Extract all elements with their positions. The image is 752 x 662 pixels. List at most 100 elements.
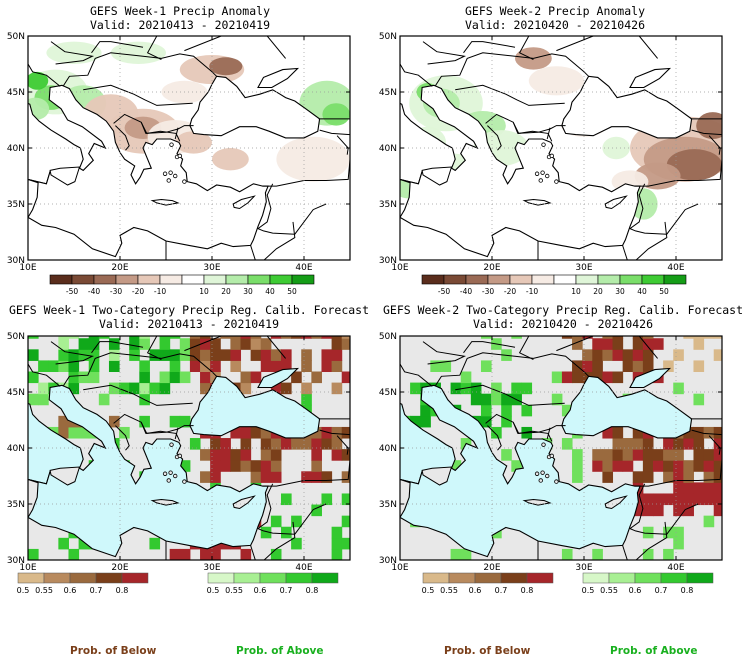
probability-cell <box>653 504 664 517</box>
colorbar-swatch <box>487 274 511 285</box>
probability-cell <box>683 471 694 483</box>
sea-polygon <box>189 75 321 139</box>
country-border <box>400 363 433 387</box>
probability-cell <box>108 349 120 361</box>
country-border <box>50 341 95 365</box>
probability-cell <box>179 371 191 384</box>
colorbar-label: 0.55 <box>225 586 243 595</box>
panel1-title: GEFS Week-1 Precip Anomaly Valid: 202104… <box>40 4 320 32</box>
probability-cell <box>169 336 181 339</box>
probability-cell <box>331 360 343 373</box>
colorbar-label: 20 <box>221 287 231 296</box>
colorbar-swatch <box>500 572 528 584</box>
probability-cell <box>622 449 634 461</box>
country-border <box>256 483 327 535</box>
probability-cell <box>642 438 654 450</box>
probability-cell <box>58 336 69 339</box>
country-border <box>487 125 502 151</box>
probability-cell <box>602 471 614 483</box>
island <box>387 116 395 133</box>
probability-cell <box>108 415 120 428</box>
probability-cell <box>420 404 431 417</box>
probability-cell <box>561 336 573 339</box>
probability-cell <box>169 360 181 373</box>
probability-cell <box>501 415 512 428</box>
probability-cell <box>291 515 302 528</box>
country-border <box>184 36 286 59</box>
anomaly-shade <box>110 41 166 64</box>
footer-below-left: Prob. of Below <box>70 645 157 657</box>
probability-cell <box>602 449 614 461</box>
country-border <box>487 425 502 451</box>
colorbar-swatch <box>634 572 662 584</box>
probability-cell <box>159 336 171 339</box>
country-border <box>250 245 256 260</box>
colorbar-label: -40 <box>460 287 472 296</box>
probability-cell <box>119 426 130 439</box>
probability-cell <box>572 336 583 339</box>
probability-cell <box>653 449 664 461</box>
probability-cell <box>240 548 252 560</box>
probability-cell <box>88 338 100 350</box>
probability-cell <box>200 338 211 350</box>
country-border <box>690 118 722 120</box>
probability-cell <box>693 482 705 494</box>
probability-cell <box>713 438 722 450</box>
country-border <box>28 363 61 387</box>
colorbar-label: 0.6 <box>254 586 267 595</box>
lon-label: 30E <box>575 263 592 272</box>
colorbar-label: -50 <box>438 287 450 296</box>
probability-cell <box>189 349 201 361</box>
sea-polygon <box>400 84 641 258</box>
probability-cell <box>703 493 715 506</box>
country-border <box>91 41 144 54</box>
colorbar-swatch <box>465 274 489 285</box>
probability-cell <box>301 360 312 373</box>
country-border <box>556 336 658 359</box>
probability-cell <box>68 360 80 373</box>
small-island <box>534 171 540 176</box>
lon-label: 10E <box>19 263 36 272</box>
country-border <box>146 336 162 360</box>
country-border <box>28 63 61 87</box>
colorbar-swatch <box>269 274 293 285</box>
country-border <box>113 413 194 434</box>
sea-polygon <box>561 75 693 139</box>
colorbar-swatch <box>575 274 599 285</box>
small-island <box>169 442 174 447</box>
footer-above-left: Prob. of Above <box>236 645 324 657</box>
probability-cell <box>642 460 654 472</box>
country-border <box>83 84 193 106</box>
probability-cell <box>159 338 171 350</box>
probability-cell <box>632 438 644 450</box>
probability-cell <box>281 493 292 506</box>
probability-cell <box>511 336 522 339</box>
probability-cell <box>622 460 634 472</box>
lat-label: 45N <box>7 88 25 98</box>
probability-cell <box>673 526 684 539</box>
probability-cell <box>622 438 634 450</box>
colorbar-swatch <box>619 274 643 285</box>
country-border <box>174 127 179 140</box>
colorbar-label: 0.5 <box>207 586 220 595</box>
probability-cell <box>301 382 312 395</box>
probability-cell <box>450 382 462 395</box>
probability-cell <box>642 526 654 539</box>
map-content <box>387 36 722 260</box>
colorbar-swatch <box>95 572 123 584</box>
probability-cell <box>460 371 472 384</box>
colorbar-label: -10 <box>154 287 166 296</box>
probability-cell <box>311 426 322 439</box>
probability-cell <box>260 449 272 461</box>
probability-cell <box>602 371 614 384</box>
probability-cell <box>48 360 59 373</box>
country-border <box>485 413 566 434</box>
probability-cell <box>68 371 80 384</box>
colorbar-swatch <box>49 274 73 285</box>
probability-cell <box>683 482 694 494</box>
probability-cell <box>673 504 684 517</box>
colorbar-label: 30 <box>615 287 625 296</box>
lon-label: 20E <box>483 263 500 272</box>
small-island <box>166 478 171 483</box>
colorbar-label: 0.5 <box>582 586 595 595</box>
